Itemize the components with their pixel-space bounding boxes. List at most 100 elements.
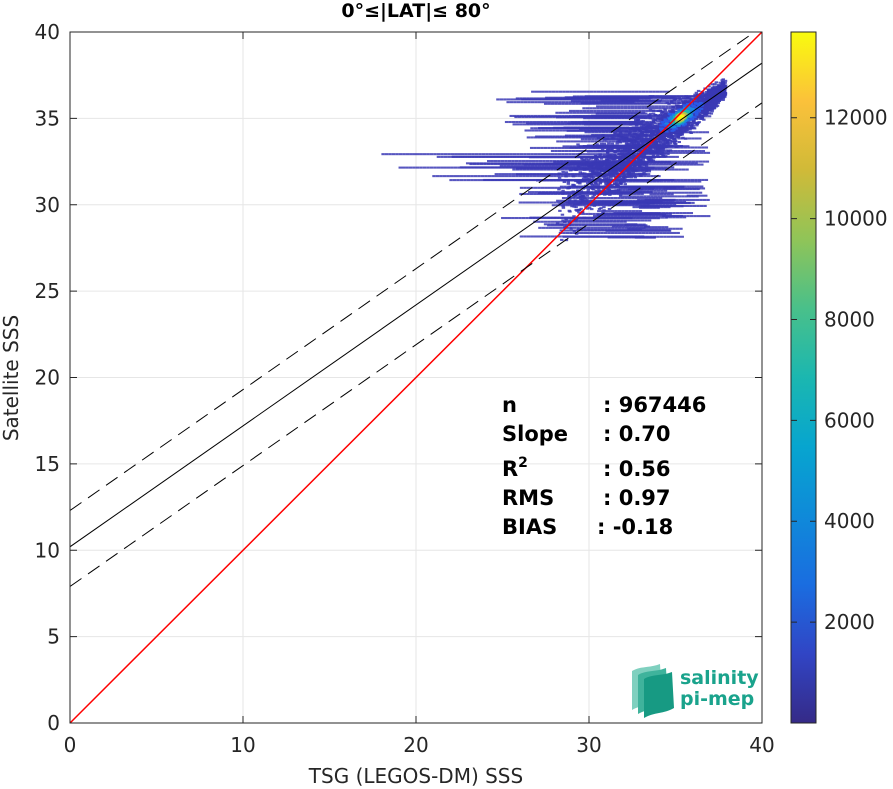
density-bin	[526, 168, 530, 171]
density-bin	[658, 105, 662, 108]
density-bin	[684, 102, 689, 105]
density-bin	[663, 189, 668, 192]
density-bin	[644, 227, 649, 230]
density-bin	[660, 229, 665, 232]
density-bin	[592, 194, 597, 197]
density-bin	[607, 226, 611, 229]
density-bin	[596, 90, 601, 93]
density-bin	[606, 196, 611, 200]
density-bin	[638, 200, 642, 203]
density-bin	[666, 90, 670, 93]
density-bin	[507, 216, 512, 220]
density-bin	[636, 143, 641, 146]
density-bin	[498, 173, 502, 176]
density-bin	[567, 209, 572, 212]
density-bin	[567, 194, 572, 197]
density-bin	[674, 160, 678, 163]
density-bin	[710, 110, 714, 113]
density-bin	[588, 168, 593, 171]
density-bin	[630, 136, 634, 139]
density-bin	[606, 107, 610, 110]
density-bin	[553, 168, 558, 171]
density-bin	[682, 145, 686, 148]
density-bin	[547, 220, 551, 223]
density-bin	[556, 199, 560, 202]
density-bin	[695, 124, 699, 127]
density-bin	[580, 194, 585, 198]
density-bin	[659, 99, 664, 103]
density-bin	[680, 137, 685, 140]
density-bin	[634, 105, 638, 108]
density-bin	[593, 90, 597, 93]
density-bin	[589, 196, 594, 200]
density-bin	[522, 173, 527, 176]
density-bin	[689, 99, 693, 102]
density-bin	[655, 200, 659, 203]
density-bin	[626, 168, 631, 171]
density-bin	[697, 113, 702, 116]
density-bin	[699, 93, 703, 96]
density-bin	[540, 220, 544, 223]
density-bin	[643, 161, 647, 164]
density-bin	[548, 226, 553, 229]
density-bin	[632, 102, 637, 105]
density-bin	[614, 226, 618, 229]
density-bin	[621, 180, 626, 183]
density-bin	[681, 160, 685, 163]
density-bin	[536, 146, 541, 149]
density-bin	[619, 192, 624, 196]
density-bin	[568, 101, 573, 104]
density-bin	[653, 102, 658, 105]
density-bin	[663, 162, 667, 165]
density-bin	[527, 101, 531, 104]
density-bin	[619, 220, 624, 223]
density-bin	[519, 168, 523, 171]
density-bin	[665, 155, 669, 158]
density-bin	[515, 173, 520, 176]
density-bin	[572, 226, 577, 229]
density-bin	[591, 173, 596, 176]
density-bin	[577, 211, 581, 214]
density-bin	[660, 102, 664, 105]
density-bin	[564, 146, 569, 149]
density-bin	[637, 227, 642, 230]
density-bin	[547, 102, 551, 105]
density-bin	[519, 192, 523, 196]
density-bin	[720, 87, 724, 90]
density-bin	[650, 122, 654, 125]
density-bin	[630, 223, 634, 226]
density-bin	[564, 173, 568, 176]
density-bin	[658, 149, 662, 152]
density-bin	[631, 138, 635, 141]
density-bin	[653, 161, 658, 164]
density-bin	[596, 107, 600, 110]
density-bin	[607, 90, 611, 93]
density-bin	[593, 184, 597, 187]
density-bin	[603, 105, 607, 108]
density-bin	[560, 120, 564, 124]
density-bin	[579, 196, 583, 200]
density-bin	[541, 129, 546, 132]
density-bin	[588, 223, 593, 226]
density-bin	[653, 148, 658, 151]
density-bin	[681, 102, 685, 105]
density-bin	[694, 99, 698, 102]
density-bin	[667, 229, 672, 232]
density-bin	[663, 102, 668, 105]
density-bin	[613, 223, 617, 226]
density-bin	[716, 102, 721, 105]
density-bin	[595, 220, 600, 223]
density-bin	[541, 101, 545, 104]
density-bin	[629, 141, 634, 144]
density-bin	[641, 200, 646, 203]
density-bin	[600, 148, 605, 151]
density-bin	[642, 223, 646, 226]
density-bin	[560, 220, 565, 223]
density-bin	[579, 145, 584, 148]
density-bin	[707, 112, 711, 115]
density-bin	[697, 108, 701, 111]
density-bin	[644, 164, 649, 168]
density-bin	[617, 196, 621, 200]
density-bin	[675, 107, 680, 110]
density-bin	[609, 107, 614, 110]
